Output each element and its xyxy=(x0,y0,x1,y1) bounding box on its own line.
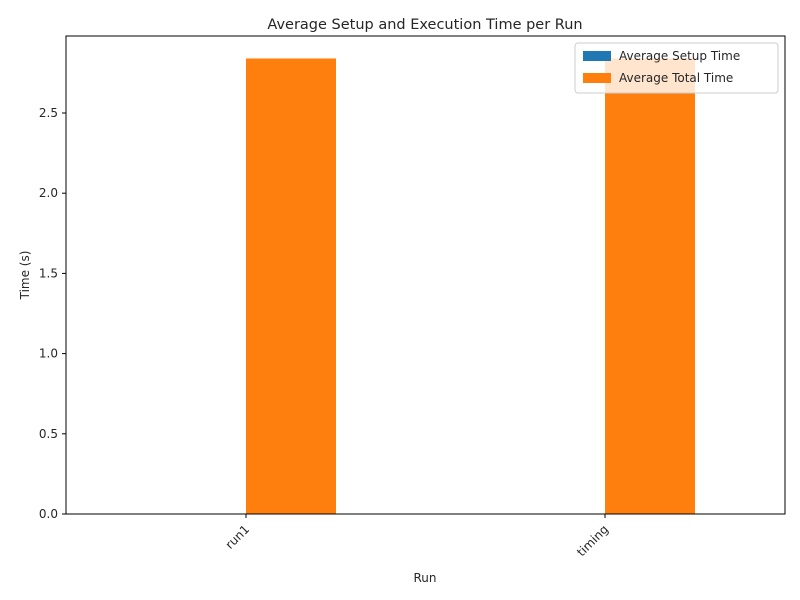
legend-label-total: Average Total Time xyxy=(619,71,733,85)
legend: Average Setup Time Average Total Time xyxy=(574,42,779,94)
legend-swatch-total xyxy=(583,73,611,83)
y-tick-label: 2.5 xyxy=(39,106,58,120)
bars-group xyxy=(246,58,695,515)
x-axis: run1 timing xyxy=(223,514,611,559)
y-tick-label: 1.0 xyxy=(39,347,58,361)
legend-frame xyxy=(574,42,779,94)
bar-total-run1 xyxy=(246,58,336,515)
plot-area: 0.0 0.5 1.0 1.5 2.0 2.5 run1 timing xyxy=(39,35,786,559)
y-tick-label: 0.5 xyxy=(39,427,58,441)
plot-frame xyxy=(65,35,786,515)
chart-title: Average Setup and Execution Time per Run xyxy=(267,17,582,33)
legend-label-setup: Average Setup Time xyxy=(619,49,740,63)
y-axis-label: Time (s) xyxy=(18,251,32,301)
x-tick-label-run1: run1 xyxy=(223,522,253,552)
x-axis-label: Run xyxy=(413,571,436,585)
y-tick-label: 1.5 xyxy=(39,266,58,280)
y-axis: 0.0 0.5 1.0 1.5 2.0 2.5 xyxy=(39,106,66,521)
y-tick-label: 0.0 xyxy=(39,507,58,521)
y-tick-label: 2.0 xyxy=(39,186,58,200)
bar-total-timing xyxy=(605,58,695,515)
legend-swatch-setup xyxy=(583,51,611,61)
x-tick-label-timing: timing xyxy=(574,522,611,559)
